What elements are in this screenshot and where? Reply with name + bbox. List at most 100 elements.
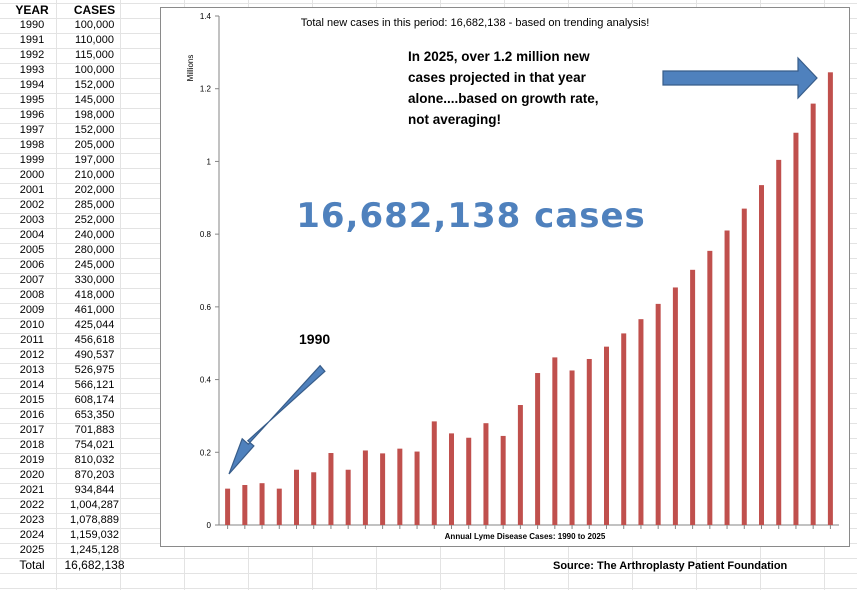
cases-cell: 418,000 — [74, 289, 115, 301]
year-cell: 1991 — [19, 34, 45, 46]
cases-cell: 566,121 — [74, 379, 115, 391]
table-row: 2001 202,000 — [0, 183, 125, 198]
cases-cell: 100,000 — [74, 64, 115, 76]
table-row: 2007 330,000 — [0, 273, 125, 288]
table-row: 2003 252,000 — [0, 213, 125, 228]
year-cell: 2001 — [19, 184, 45, 196]
year-cell: 2006 — [19, 259, 45, 271]
bar-1993 — [276, 488, 282, 525]
bar-2006 — [500, 435, 506, 525]
table-row: 1994 152,000 — [0, 78, 125, 93]
table-row: 2005 280,000 — [0, 243, 125, 258]
year-cell: 1994 — [19, 79, 45, 91]
bar-2001 — [414, 451, 420, 525]
cases-cell: 205,000 — [74, 139, 115, 151]
table-row: 2010 425,044 — [0, 318, 125, 333]
cases-cell: 608,174 — [74, 394, 115, 406]
bar-2012 — [604, 346, 609, 525]
cases-cell: 100,000 — [74, 19, 115, 31]
year-cell: 1997 — [19, 124, 45, 136]
bar-1991 — [242, 485, 248, 525]
bar-2013 — [621, 333, 627, 525]
diagonal-arrow-icon — [228, 364, 326, 475]
year-cell: 2005 — [19, 244, 45, 256]
y-tick-label: 1.4 — [200, 12, 212, 21]
year-cell: 2012 — [19, 349, 45, 361]
table-row: 1991 110,000 — [0, 33, 125, 48]
year-cell: 2007 — [19, 274, 45, 286]
bar-2022 — [776, 159, 782, 525]
cases-cell: 115,000 — [75, 49, 114, 61]
cases-cell: 754,021 — [74, 439, 115, 451]
bar-2000 — [397, 448, 403, 525]
bar-1995 — [311, 472, 317, 525]
year-cell: 2010 — [19, 319, 45, 331]
bar-chart: 0 0.2 0.4 0.6 0.8 1 1.2 1.4 Millions Total new ca… — [186, 12, 839, 541]
cases-cell: 197,000 — [74, 154, 115, 166]
year-cell: 2016 — [19, 409, 45, 421]
bar-2025 — [827, 72, 833, 525]
cases-cell: 152,000 — [74, 79, 115, 91]
x-axis-label: Annual Lyme Disease Cases: 1990 to 2025 — [445, 532, 606, 541]
cases-cell: 1,004,287 — [70, 499, 119, 511]
table-row: 2011 456,618 — [0, 333, 125, 348]
cases-cell: 198,000 — [74, 109, 115, 121]
bar-2017 — [690, 269, 696, 525]
bar-2024 — [810, 103, 816, 526]
chart-area[interactable]: 0 0.2 0.4 0.6 0.8 1 1.2 1.4 Millions Total new ca… — [160, 7, 850, 547]
y-tick-label: 0 — [207, 521, 212, 530]
year-cell: 1992 — [19, 49, 45, 61]
big-total-annotation: 16,682,138 cases — [296, 196, 646, 236]
cases-cell: 425,044 — [74, 319, 115, 331]
cases-cell: 810,032 — [74, 454, 115, 466]
y-tick-label: 1.2 — [200, 85, 212, 94]
table-row: 2019 810,032 — [0, 453, 125, 468]
year-cell: 1993 — [19, 64, 45, 76]
y-tick-label: 0.6 — [200, 303, 212, 312]
table-row: 2025 1,245,128 — [0, 543, 125, 558]
total-value: 16,682,138 — [64, 558, 125, 572]
year-cell: 2018 — [19, 439, 45, 451]
year-cell: 2000 — [19, 169, 45, 181]
table-row: 1999 197,000 — [0, 153, 125, 168]
year-cell: 2004 — [19, 229, 45, 241]
bar-2007 — [517, 405, 523, 525]
year-header: YEAR — [15, 3, 49, 17]
year-cell: 2008 — [19, 289, 45, 301]
bar-1994 — [294, 469, 299, 525]
cases-cell: 526,975 — [74, 364, 115, 376]
bar-2003 — [449, 433, 454, 525]
bar-1997 — [345, 469, 351, 525]
bar-2016 — [672, 287, 678, 525]
table-row: 2016 653,350 — [0, 408, 125, 423]
source-note: Source: The Arthroplasty Patient Foundat… — [553, 560, 788, 572]
cases-cell: 245,000 — [74, 259, 115, 271]
y-tick-label: 0.4 — [200, 376, 212, 385]
table-header: YEAR CASES — [0, 3, 125, 18]
cases-cell: 1,245,128 — [70, 544, 119, 556]
table-row: 2017 701,883 — [0, 423, 125, 438]
table-row: 2013 526,975 — [0, 363, 125, 378]
y-tick-label: 0.8 — [200, 230, 212, 239]
y-tick-label: 1 — [207, 157, 212, 166]
cases-cell: 240,000 — [74, 229, 115, 241]
table-row: 1992 115,000 — [0, 48, 125, 63]
bar-1996 — [328, 453, 334, 525]
table-row: 2021 934,844 — [0, 483, 125, 498]
cases-cell: 461,000 — [74, 304, 115, 316]
total-label: Total — [19, 558, 45, 572]
cases-cell: 653,350 — [74, 409, 115, 421]
year-cell: 2013 — [19, 364, 45, 376]
cases-cell: 456,618 — [74, 334, 115, 346]
table-row: 1990 100,000 — [0, 18, 125, 33]
year-cell: 1990 — [19, 19, 45, 31]
cases-cell: 152,000 — [74, 124, 115, 136]
cases-cell: 145,000 — [74, 94, 115, 106]
cases-cell: 285,000 — [74, 199, 115, 211]
table-row: 2022 1,004,287 — [0, 498, 125, 513]
bar-2015 — [655, 303, 661, 525]
cases-cell: 870,203 — [74, 469, 115, 481]
year-cell: 2019 — [19, 454, 45, 466]
total-row: Total 16,682,138 — [0, 558, 125, 573]
year-cell: 2024 — [19, 529, 45, 541]
